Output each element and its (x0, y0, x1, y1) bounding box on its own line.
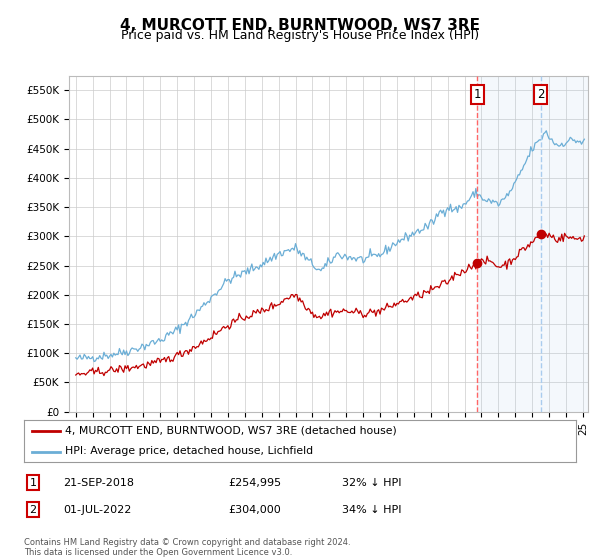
Text: HPI: Average price, detached house, Lichfield: HPI: Average price, detached house, Lich… (65, 446, 314, 456)
Text: Contains HM Land Registry data © Crown copyright and database right 2024.
This d: Contains HM Land Registry data © Crown c… (24, 538, 350, 557)
Text: 1: 1 (473, 87, 481, 101)
Text: £304,000: £304,000 (228, 505, 281, 515)
Text: Price paid vs. HM Land Registry's House Price Index (HPI): Price paid vs. HM Land Registry's House … (121, 29, 479, 42)
Text: 01-JUL-2022: 01-JUL-2022 (63, 505, 131, 515)
Bar (477, 76, 588, 412)
Text: 34% ↓ HPI: 34% ↓ HPI (342, 505, 401, 515)
Text: £254,995: £254,995 (228, 478, 281, 488)
Text: 2: 2 (537, 87, 544, 101)
Text: 4, MURCOTT END, BURNTWOOD, WS7 3RE (detached house): 4, MURCOTT END, BURNTWOOD, WS7 3RE (deta… (65, 426, 397, 436)
Text: 32% ↓ HPI: 32% ↓ HPI (342, 478, 401, 488)
Text: 1: 1 (29, 478, 37, 488)
Text: 4, MURCOTT END, BURNTWOOD, WS7 3RE: 4, MURCOTT END, BURNTWOOD, WS7 3RE (120, 18, 480, 33)
Text: 2: 2 (29, 505, 37, 515)
Text: 21-SEP-2018: 21-SEP-2018 (63, 478, 134, 488)
